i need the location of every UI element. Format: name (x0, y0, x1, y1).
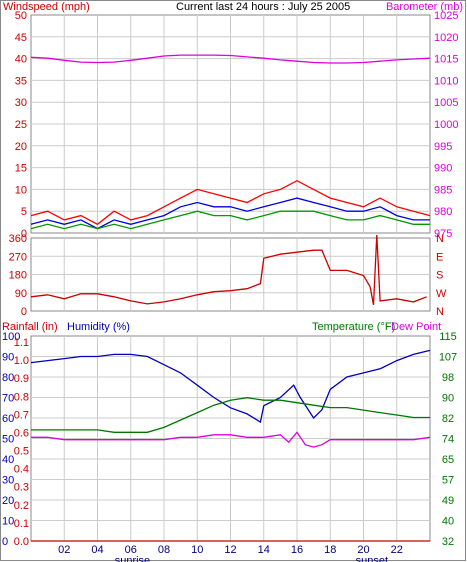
windspeed-tick-label: 25 (15, 119, 27, 131)
compass-tick-label: S (436, 270, 443, 282)
rainfall-tick-label: 1.0 (14, 355, 29, 367)
barometer-tick-label: 990 (434, 163, 452, 175)
barometer-tick-label: 985 (434, 184, 452, 196)
barometer-tick-label: 1020 (434, 32, 458, 44)
temperature-axis-label: Temperature (°F) (312, 321, 395, 333)
rainfall-tick-label: 0.4 (14, 464, 29, 476)
x-tick-label: 16 (291, 544, 303, 556)
sunset-label: sunset (356, 555, 388, 562)
barometer-tick-label: 1015 (434, 54, 458, 66)
series-average-line (30, 210, 430, 230)
direction-tick-label: 0 (21, 306, 27, 318)
rainfall-tick-label: 1.1 (14, 337, 29, 349)
humidity-tick-label: 30 (2, 475, 14, 487)
rainfall-tick-label: 0.8 (14, 391, 29, 403)
rainfall-tick-label: 0.9 (14, 373, 29, 385)
windspeed-tick-label: 40 (15, 54, 27, 66)
windspeed-tick-label: 5 (21, 206, 27, 218)
humidity-tick-label: 80 (2, 372, 14, 384)
series-direction-line (30, 234, 427, 306)
x-tick-label: 08 (158, 544, 170, 556)
humidity-tick-label: 10 (2, 516, 14, 528)
humidity-tick-label: 50 (2, 434, 14, 446)
temperature-tick-label: 40 (442, 516, 454, 528)
compass-tick-label: W (436, 288, 447, 300)
humidity-tick-label: 0 (2, 536, 8, 548)
rainfall-tick-label: 0.7 (14, 409, 29, 421)
rainfall-tick-label: 0.6 (14, 427, 29, 439)
temperature-tick-label: 98 (442, 372, 454, 384)
wind-barometer-panel: 0510152025303540455097598098599099510001… (15, 10, 459, 259)
compass-tick-label: N (436, 233, 444, 245)
direction-tick-label: 270 (9, 251, 27, 263)
temperature-tick-label: 49 (442, 495, 454, 507)
series-gust-line (30, 179, 431, 226)
rainfall-tick-label: 0.3 (14, 482, 29, 494)
direction-tick-label: 90 (15, 288, 27, 300)
x-tick-label: 14 (258, 544, 270, 556)
x-tick-label: 12 (224, 544, 236, 556)
x-tick-label: 22 (391, 544, 403, 556)
chart-title: Current last 24 hours : July 25 2005 (176, 1, 350, 13)
direction-tick-label: 360 (9, 233, 27, 245)
rainfall-tick-label: 0.2 (14, 500, 29, 512)
rainfall-tick-label: 0.5 (14, 446, 29, 458)
barometer-tick-label: 1000 (434, 119, 458, 131)
temperature-tick-label: 32 (442, 536, 454, 548)
dew-point-axis-label: Dew Point (391, 321, 441, 333)
barometer-tick-label: 995 (434, 141, 452, 153)
windspeed-tick-label: 45 (15, 32, 27, 44)
humidity-temperature-panel: Rainfall (in) Humidity (%) Temperature (… (2, 321, 457, 562)
series-barometer-line (30, 54, 431, 64)
humidity-tick-label: 20 (2, 495, 14, 507)
humidity-tick-label: 90 (2, 352, 14, 364)
windspeed-tick-label: 20 (15, 141, 27, 153)
barometer-tick-label: 1010 (434, 75, 458, 87)
windspeed-tick-label: 0 (21, 228, 27, 240)
sunrise-label: sunrise (115, 555, 150, 562)
x-tick-label: 02 (58, 544, 70, 556)
x-tick-label: 10 (191, 544, 203, 556)
temperature-tick-label: 57 (442, 475, 454, 487)
humidity-axis-label: Humidity (%) (67, 321, 130, 333)
windspeed-axis-label: Windspeed (mph) (3, 1, 90, 13)
humidity-tick-label: 100 (2, 331, 20, 343)
x-tick-label: 20 (357, 544, 369, 556)
windspeed-tick-label: 15 (15, 163, 27, 175)
humidity-tick-label: 40 (2, 454, 14, 466)
x-tick-label: 04 (91, 544, 103, 556)
humidity-tick-label: 70 (2, 393, 14, 405)
windspeed-tick-label: 35 (15, 75, 27, 87)
windspeed-tick-label: 30 (15, 97, 27, 109)
x-tick-label: 06 (125, 544, 137, 556)
temperature-tick-label: 65 (442, 454, 454, 466)
direction-tick-label: 180 (9, 270, 27, 282)
temperature-tick-label: 82 (442, 413, 454, 425)
windspeed-tick-label: 50 (15, 10, 27, 22)
compass-tick-label: E (436, 251, 443, 263)
series-temperature-line (31, 397, 430, 433)
barometer-tick-label: 980 (434, 206, 452, 218)
temperature-tick-label: 115 (439, 331, 457, 343)
barometer-tick-label: 975 (434, 228, 452, 240)
rainfall-tick-label: 0.0 (14, 536, 29, 548)
temperature-tick-label: 107 (439, 352, 457, 364)
rainfall-axis-label: Rainfall (in) (2, 321, 58, 333)
compass-tick-label: N (436, 306, 444, 318)
barometer-axis-label: Barometer (mb) (386, 1, 463, 13)
x-tick-label: 18 (324, 544, 336, 556)
series-humidity-line (30, 349, 431, 424)
windspeed-tick-label: 10 (15, 184, 27, 196)
barometer-tick-label: 1005 (434, 97, 458, 109)
humidity-tick-label: 60 (2, 413, 14, 425)
series-dew-point-line (31, 431, 431, 448)
temperature-tick-label: 90 (442, 393, 454, 405)
rainfall-tick-label: 0.1 (14, 518, 29, 530)
barometer-tick-label: 1025 (434, 10, 458, 22)
temperature-tick-label: 74 (442, 434, 454, 446)
